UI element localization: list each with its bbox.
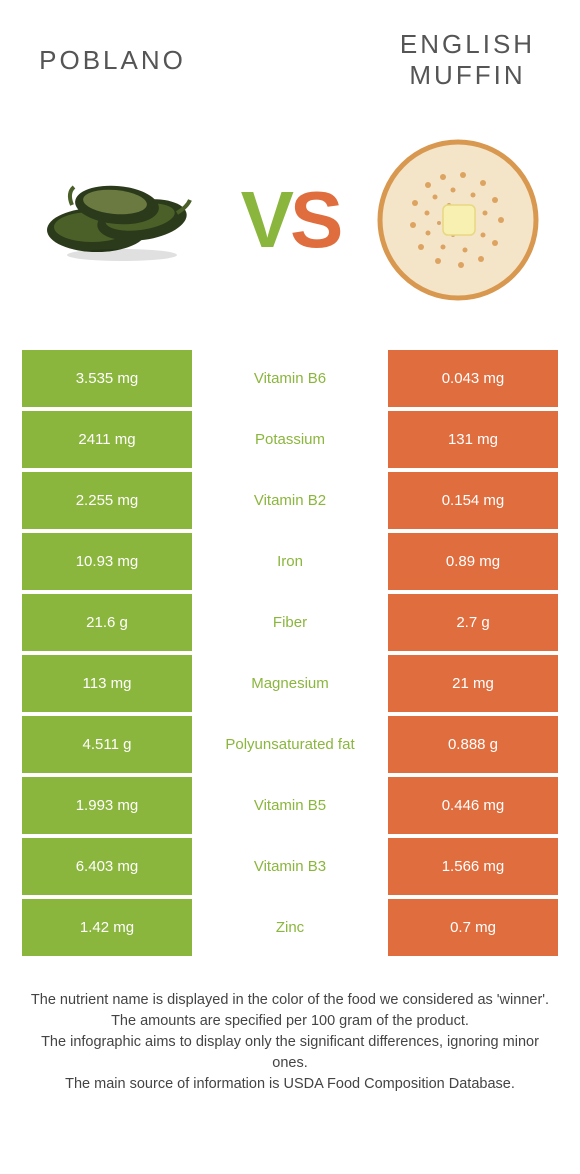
comparison-table: 3.535 mgVitamin B60.043 mg2411 mgPotassi… [0,350,580,956]
value-right: 21 mg [388,655,558,712]
value-right: 0.89 mg [388,533,558,590]
nutrient-name: Magnesium [192,655,388,712]
table-row: 113 mgMagnesium21 mg [22,655,558,712]
value-left: 1.42 mg [22,899,192,956]
footnote-line: The infographic aims to display only the… [30,1032,550,1074]
value-right: 0.446 mg [388,777,558,834]
value-right: 0.7 mg [388,899,558,956]
table-row: 21.6 gFiber2.7 g [22,594,558,651]
poblano-illustration [37,135,207,305]
value-left: 2411 mg [22,411,192,468]
food-title-right: English muffin [355,29,580,91]
nutrient-name: Polyunsaturated fat [192,716,388,773]
nutrient-name: Vitamin B5 [192,777,388,834]
nutrient-name: Iron [192,533,388,590]
value-left: 2.255 mg [22,472,192,529]
vs-label: VS [241,174,340,266]
value-right: 0.154 mg [388,472,558,529]
table-row: 1.42 mgZinc0.7 mg [22,899,558,956]
value-left: 1.993 mg [22,777,192,834]
value-right: 131 mg [388,411,558,468]
vs-v: V [241,174,290,266]
table-row: 2.255 mgVitamin B20.154 mg [22,472,558,529]
image-row: VS [0,120,580,320]
table-row: 4.511 gPolyunsaturated fat0.888 g [22,716,558,773]
table-row: 1.993 mgVitamin B50.446 mg [22,777,558,834]
food-title-left: Poblano [0,45,225,76]
value-left: 21.6 g [22,594,192,651]
value-right: 0.043 mg [388,350,558,407]
vs-s: S [290,174,339,266]
value-left: 6.403 mg [22,838,192,895]
nutrient-name: Vitamin B3 [192,838,388,895]
value-left: 113 mg [22,655,192,712]
muffin-illustration [373,135,543,305]
value-left: 10.93 mg [22,533,192,590]
nutrient-name: Potassium [192,411,388,468]
footnote-line: The nutrient name is displayed in the co… [30,990,550,1011]
value-left: 4.511 g [22,716,192,773]
nutrient-name: Zinc [192,899,388,956]
table-row: 2411 mgPotassium131 mg [22,411,558,468]
header: Poblano English muffin [0,0,580,120]
nutrient-name: Fiber [192,594,388,651]
value-right: 2.7 g [388,594,558,651]
footnote-line: The main source of information is USDA F… [30,1074,550,1095]
footnotes: The nutrient name is displayed in the co… [0,960,580,1095]
table-row: 6.403 mgVitamin B31.566 mg [22,838,558,895]
value-left: 3.535 mg [22,350,192,407]
footnote-line: The amounts are specified per 100 gram o… [30,1011,550,1032]
table-row: 10.93 mgIron0.89 mg [22,533,558,590]
table-row: 3.535 mgVitamin B60.043 mg [22,350,558,407]
value-right: 0.888 g [388,716,558,773]
nutrient-name: Vitamin B2 [192,472,388,529]
nutrient-name: Vitamin B6 [192,350,388,407]
value-right: 1.566 mg [388,838,558,895]
